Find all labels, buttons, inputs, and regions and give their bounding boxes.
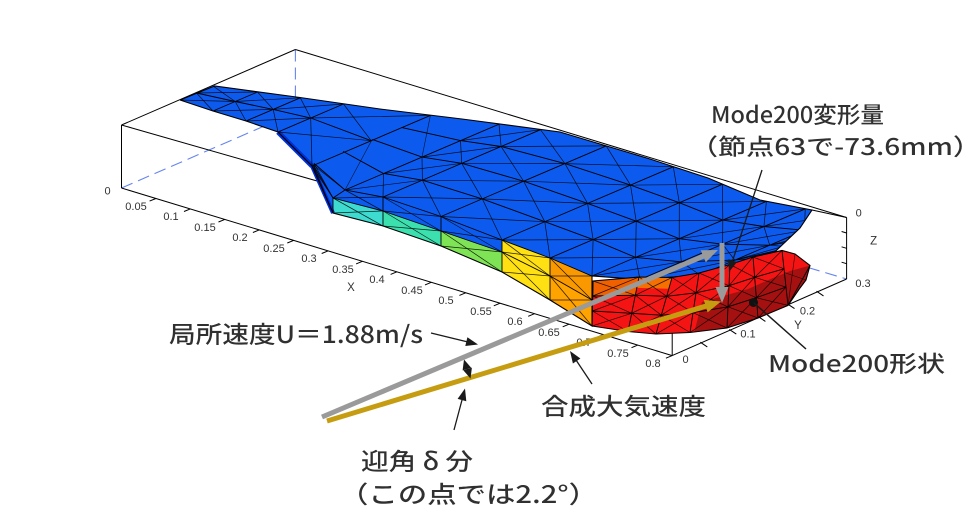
svg-text:0.05: 0.05 — [125, 201, 146, 213]
svg-text:0.25: 0.25 — [263, 243, 284, 255]
svg-text:0.6: 0.6 — [507, 316, 522, 328]
svg-text:0: 0 — [682, 354, 688, 366]
svg-text:0.8: 0.8 — [645, 358, 660, 370]
svg-text:Z: Z — [870, 236, 877, 248]
svg-text:0.2: 0.2 — [800, 306, 815, 318]
svg-text:0.45: 0.45 — [401, 285, 422, 297]
svg-text:0.2: 0.2 — [232, 232, 247, 244]
svg-text:0.35: 0.35 — [332, 264, 353, 276]
svg-text:0.55: 0.55 — [470, 306, 491, 318]
svg-text:0.4: 0.4 — [369, 274, 384, 286]
svg-text:0.75: 0.75 — [607, 348, 628, 360]
svg-text:0: 0 — [856, 208, 862, 220]
svg-text:0: 0 — [104, 186, 110, 198]
svg-text:0.5: 0.5 — [438, 295, 453, 307]
svg-text:0.65: 0.65 — [538, 327, 559, 339]
svg-text:0.15: 0.15 — [194, 222, 215, 234]
svg-text:0.1: 0.1 — [163, 211, 178, 223]
svg-text:Y: Y — [794, 320, 802, 332]
svg-text:0.1: 0.1 — [740, 329, 755, 341]
svg-text:0.3: 0.3 — [855, 278, 870, 290]
svg-text:X: X — [347, 282, 355, 294]
svg-text:0.3: 0.3 — [301, 253, 316, 265]
